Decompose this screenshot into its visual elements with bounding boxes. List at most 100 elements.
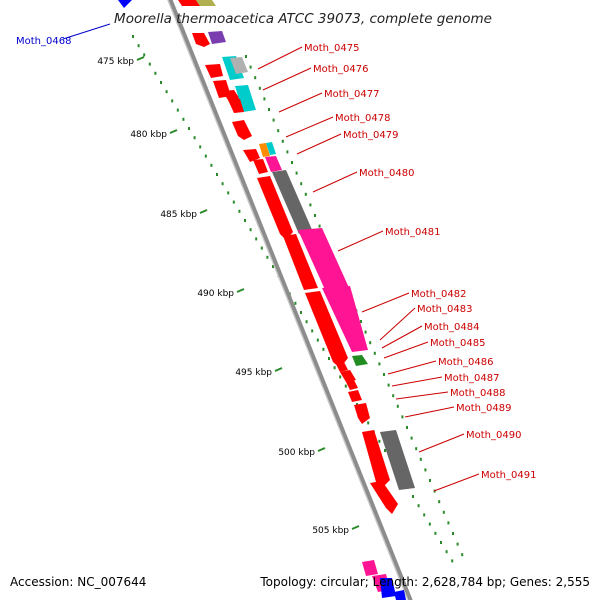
gene-arrow <box>205 64 223 78</box>
gc-dot <box>154 71 157 75</box>
gc-dot <box>412 495 414 498</box>
gene-label: Moth_0486 <box>438 357 493 368</box>
gene-leader-line <box>312 171 358 193</box>
gene-arrow <box>354 403 370 424</box>
gc-dot <box>216 173 218 176</box>
gene-leader-line <box>62 23 111 40</box>
gc-dot <box>451 559 454 563</box>
gene-leader-line <box>383 341 429 359</box>
kbp-tick <box>317 447 326 452</box>
accession-text: Accession: NC_007644 <box>10 575 146 589</box>
gc-dot <box>440 541 442 544</box>
gc-dot <box>176 108 179 112</box>
gc-dot <box>266 255 269 259</box>
gene-block <box>272 170 313 234</box>
gene-label: Moth_0476 <box>313 64 368 75</box>
outer-dot <box>286 150 289 154</box>
gene-block <box>208 31 226 44</box>
outer-dot <box>442 510 445 514</box>
outer-dot <box>461 553 464 557</box>
gene-block <box>235 85 256 112</box>
outer-dot <box>268 108 270 111</box>
outer-dot <box>424 468 427 472</box>
gc-dot <box>171 99 174 103</box>
gc-dot <box>311 329 314 333</box>
gene-block <box>265 156 282 172</box>
gene-label: Moth_0488 <box>450 388 505 399</box>
gc-dot <box>344 384 347 388</box>
gene-label: Moth_0485 <box>430 338 485 349</box>
gc-dot <box>272 265 274 268</box>
gc-dot <box>300 311 302 314</box>
gene-leader-line <box>285 116 334 138</box>
outer-dot <box>318 224 321 228</box>
gene-leader-line <box>296 133 342 155</box>
gene-leader-line <box>433 473 480 492</box>
gene-block <box>222 56 244 80</box>
outer-dot <box>304 192 307 196</box>
gene-label: Moth_0475 <box>304 43 359 54</box>
kbp-tick-label: 475 kbp <box>97 57 134 67</box>
kbp-tick-label: 480 kbp <box>130 130 167 140</box>
kbp-tick <box>136 56 145 61</box>
outer-dot <box>429 479 431 482</box>
gc-dot <box>210 163 213 167</box>
gene-arrow <box>257 176 293 240</box>
gc-dot <box>294 301 297 305</box>
gc-dot <box>160 81 162 84</box>
kbp-ticks: 475 kbp 480 kbp 485 kbp 490 kbp 495 kbp 500 k… <box>97 56 360 536</box>
gc-dot <box>333 366 336 370</box>
gc-dot <box>260 246 263 250</box>
outer-dot <box>401 415 404 419</box>
kbp-tick-label: 505 kbp <box>312 526 349 536</box>
gc-dot <box>143 53 146 57</box>
gene-label: Moth_0478 <box>335 113 390 124</box>
outer-dot <box>396 404 399 408</box>
backbone-highlight <box>167 0 409 600</box>
kbp-tick <box>199 209 208 214</box>
gc-dot <box>221 182 224 186</box>
outer-dot <box>258 86 261 90</box>
kbp-tick-label: 495 kbp <box>235 368 272 378</box>
gene-leader-line <box>391 376 443 387</box>
gene-leader-line <box>381 325 423 349</box>
gene-block <box>230 57 248 74</box>
gene-label: Moth_0479 <box>343 130 398 141</box>
gene-label: Moth_0483 <box>417 304 472 315</box>
gc-dot <box>428 522 431 526</box>
gc-dot <box>244 219 246 222</box>
gc-dot <box>199 145 202 149</box>
gene-arrow <box>336 362 348 372</box>
gene-arrow <box>253 159 268 174</box>
gene-leader-line <box>418 433 465 453</box>
kbp-tick <box>351 525 360 530</box>
kbp-tick <box>274 367 283 372</box>
gene-arrow <box>394 590 406 600</box>
gene-arrow <box>305 291 348 368</box>
gc-dot <box>148 62 151 66</box>
gene-label: Moth_0480 <box>359 168 414 179</box>
outer-dot <box>438 500 441 504</box>
gene-label: Moth_0490 <box>466 430 521 441</box>
outer-dot <box>452 532 454 535</box>
outer-dot <box>245 55 247 58</box>
outer-dot <box>254 76 257 80</box>
gc-dot <box>193 136 196 140</box>
gene-leader-line <box>262 67 312 91</box>
gene-block <box>298 228 350 292</box>
kbp-tick <box>236 288 245 293</box>
gene-arrow <box>340 370 356 382</box>
outer-dot <box>281 139 284 143</box>
gene-arrow <box>348 390 362 402</box>
gene-block <box>362 560 378 576</box>
gene-label: Moth_0481 <box>385 227 440 238</box>
outer-dot <box>415 447 418 451</box>
gene-arrow <box>362 430 390 488</box>
topology-text: Topology: circular; Length: 2,628,784 bp… <box>259 575 590 589</box>
gc-dot <box>132 35 134 38</box>
gc-dot <box>384 449 386 452</box>
outer-dot <box>373 351 376 355</box>
kbp-tick-label: 485 kbp <box>160 210 197 220</box>
gene-label: Moth_0484 <box>424 322 479 333</box>
outer-dot <box>360 320 362 323</box>
